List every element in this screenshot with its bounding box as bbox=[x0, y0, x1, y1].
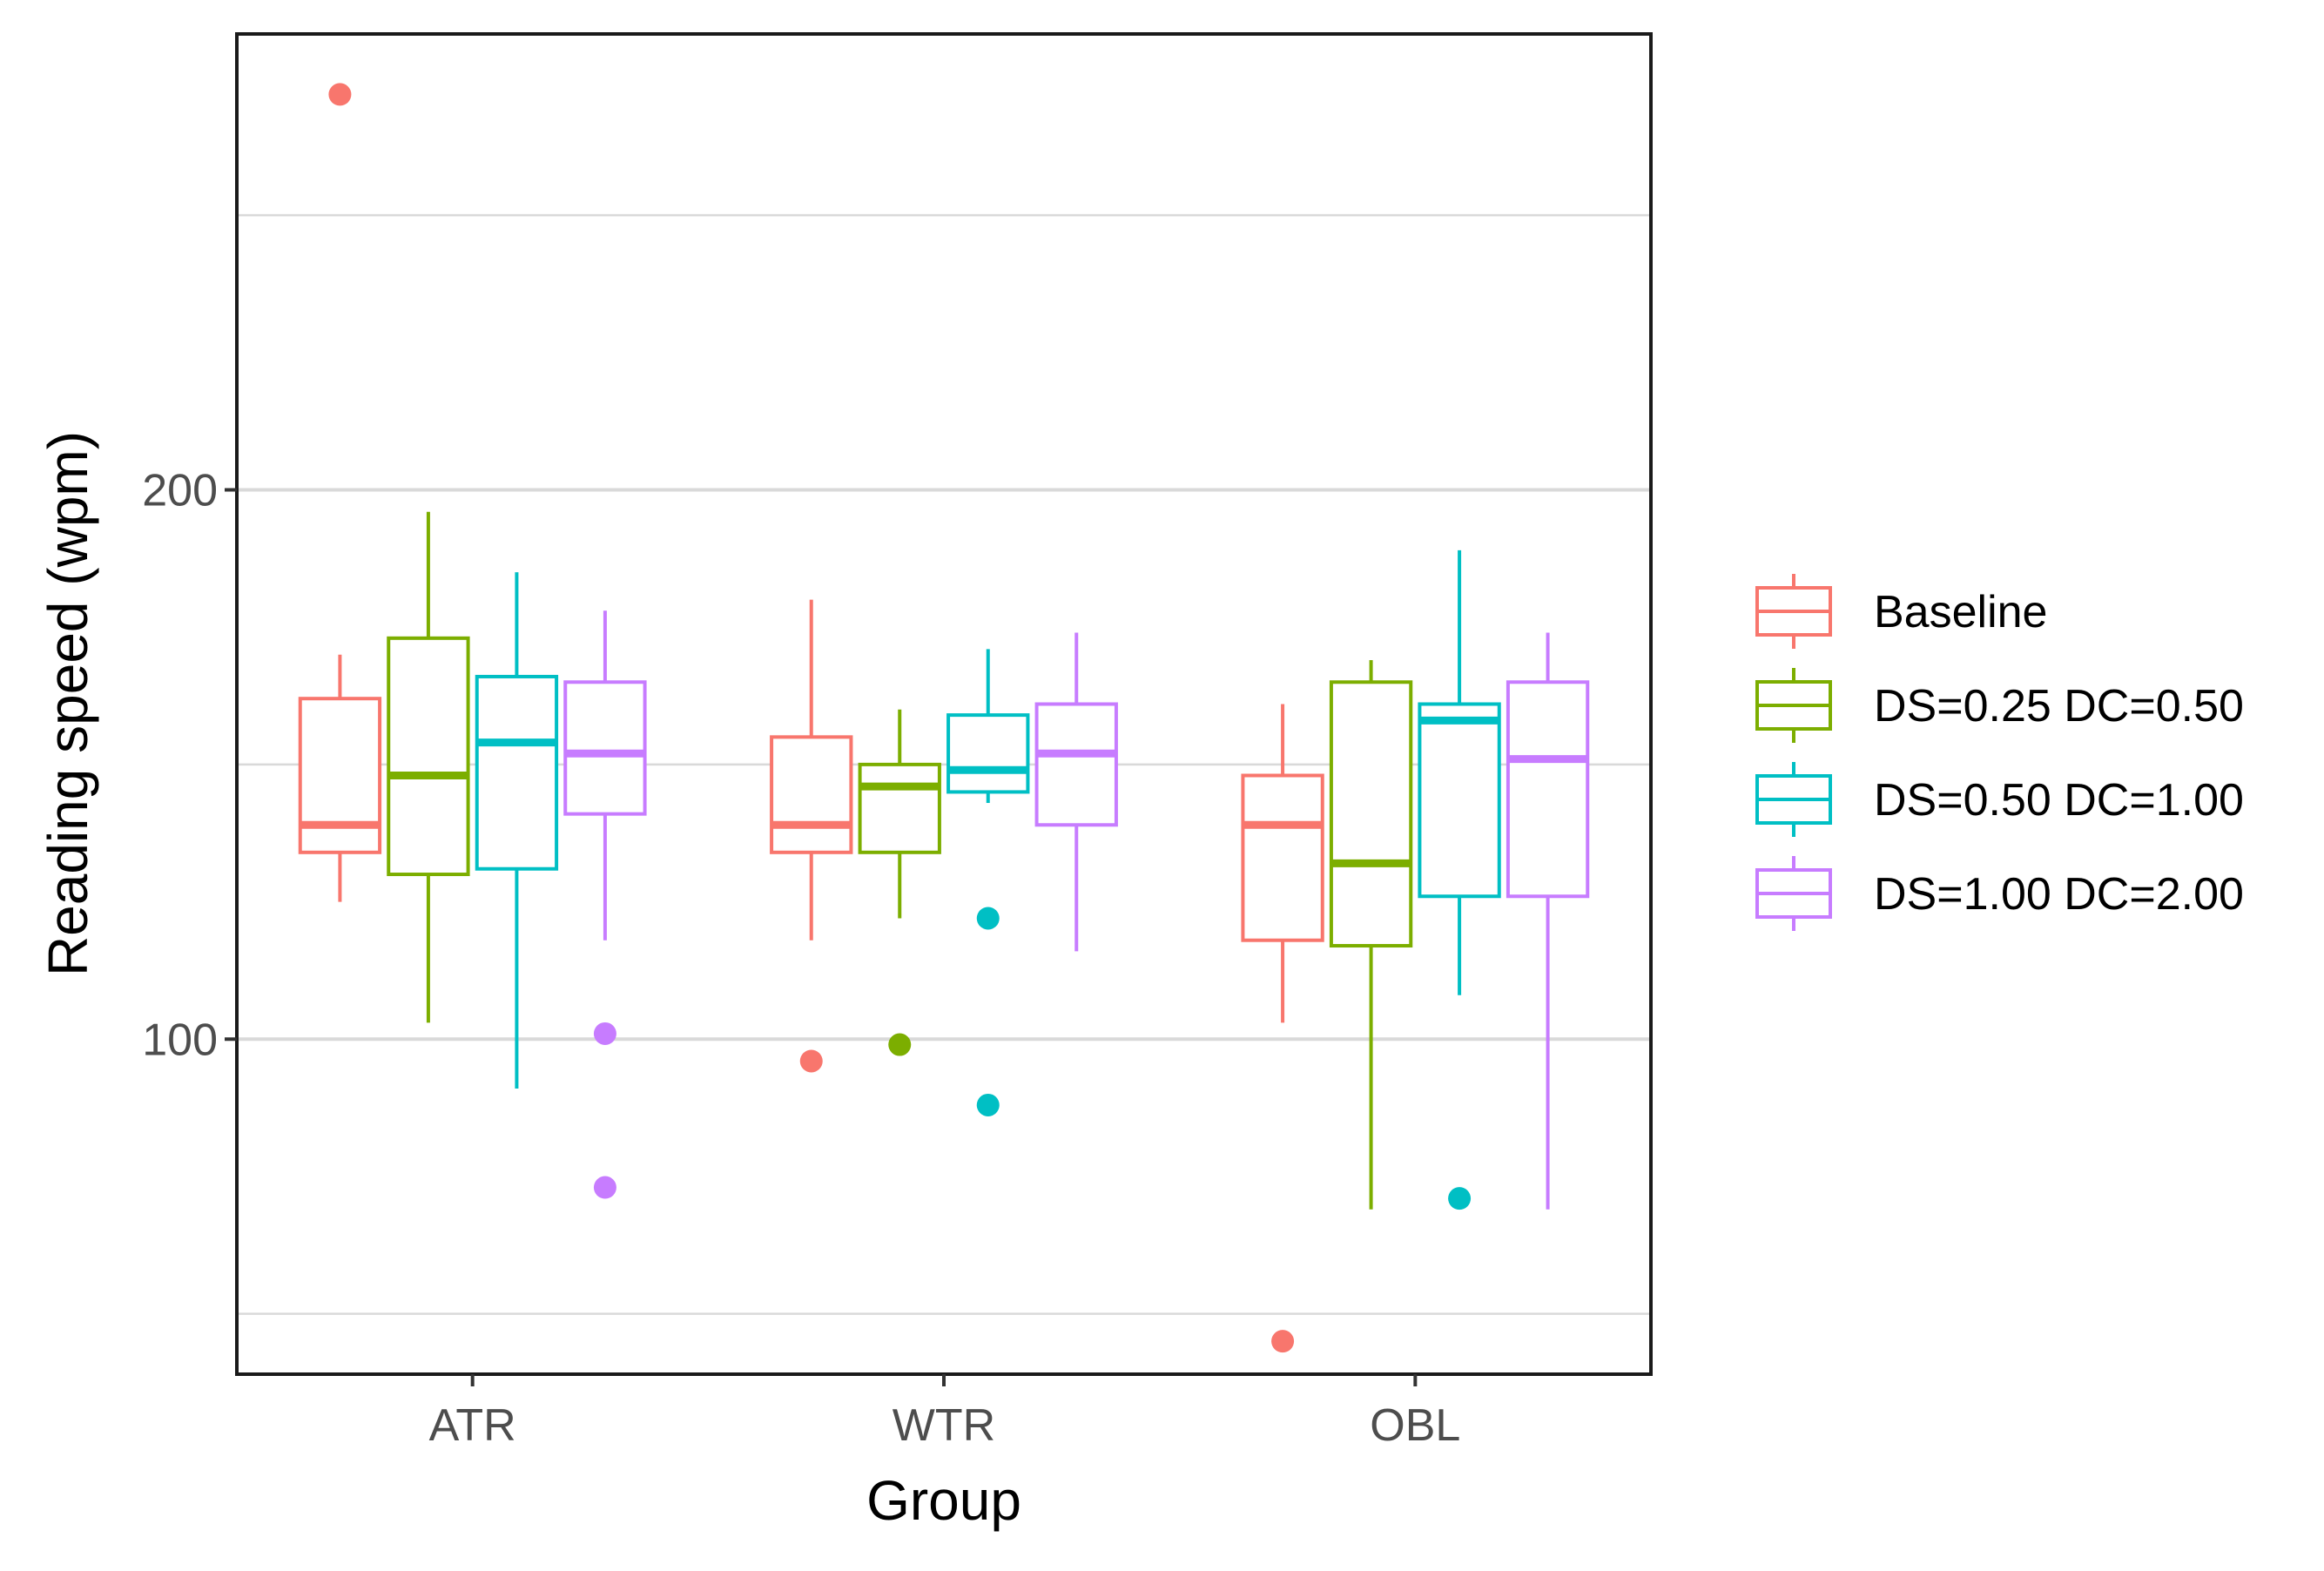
gridlines bbox=[237, 213, 1651, 1315]
box-body bbox=[858, 762, 941, 854]
legend-label-2: DS=0.25 DC=0.50 bbox=[1874, 681, 2244, 732]
legend-item-4: DS=1.00 DC=2.00 bbox=[1755, 856, 2244, 931]
axes: 100 200 ATR WTR OBL bbox=[142, 466, 1460, 1451]
box-atr-series-4 bbox=[563, 610, 647, 1199]
box-wtr-series-4 bbox=[1034, 632, 1118, 952]
outlier-point bbox=[328, 83, 352, 106]
x-tick-label-wtr: WTR bbox=[893, 1400, 995, 1451]
legend-label-4: DS=1.00 DC=2.00 bbox=[1874, 869, 2244, 920]
box-body bbox=[475, 674, 559, 871]
outlier-point bbox=[1448, 1187, 1472, 1210]
outlier-point bbox=[799, 1049, 823, 1073]
outlier-point bbox=[1271, 1330, 1295, 1353]
legend-item-2: DS=0.25 DC=0.50 bbox=[1755, 668, 2244, 743]
x-axis-title: Group bbox=[866, 1469, 1021, 1532]
series-4 bbox=[563, 610, 1590, 1210]
box-body bbox=[1034, 702, 1118, 827]
box-body bbox=[1418, 702, 1501, 899]
outlier-point bbox=[888, 1033, 912, 1056]
series-3 bbox=[475, 550, 1501, 1210]
box-body bbox=[563, 680, 647, 816]
box-atr-series-2 bbox=[387, 511, 470, 1023]
box-body bbox=[946, 713, 1030, 794]
y-tick-label-100: 100 bbox=[142, 1015, 218, 1065]
legend-label-3: DS=0.50 DC=1.00 bbox=[1874, 775, 2244, 826]
y-axis-title: Reading speed (wpm) bbox=[37, 431, 99, 976]
outlier-point bbox=[976, 1093, 1000, 1116]
box-atr-series-1 bbox=[298, 83, 382, 902]
legend-label-1: Baseline bbox=[1874, 587, 2047, 637]
box-wtr-series-3 bbox=[946, 649, 1030, 1116]
box-obl-series-1 bbox=[1241, 704, 1324, 1353]
box-body bbox=[1241, 773, 1324, 942]
box-body bbox=[387, 636, 470, 877]
box-obl-series-3 bbox=[1418, 550, 1501, 1210]
box-body bbox=[770, 735, 853, 854]
box-obl-series-2 bbox=[1329, 660, 1413, 1210]
series-1 bbox=[298, 83, 1324, 1353]
x-tick-label-atr: ATR bbox=[429, 1400, 516, 1451]
legend-item-1: Baseline bbox=[1755, 574, 2047, 649]
legend-item-3: DS=0.50 DC=1.00 bbox=[1755, 762, 2244, 837]
box-wtr-series-2 bbox=[858, 709, 941, 1056]
y-tick-label-200: 200 bbox=[142, 466, 218, 516]
box-obl-series-4 bbox=[1506, 632, 1590, 1210]
boxplot-series bbox=[298, 83, 1590, 1353]
series-2 bbox=[387, 511, 1413, 1210]
box-body bbox=[1329, 680, 1413, 948]
outlier-point bbox=[593, 1176, 616, 1199]
box-wtr-series-1 bbox=[770, 599, 853, 1073]
outlier-point bbox=[593, 1021, 616, 1045]
outlier-point bbox=[976, 907, 1000, 930]
x-tick-label-obl: OBL bbox=[1370, 1400, 1460, 1451]
box-body bbox=[1506, 680, 1590, 899]
box-body bbox=[298, 697, 382, 854]
legend: Baseline DS=0.25 DC=0.50 DS=0.50 DC=1.00 DS… bbox=[1755, 574, 2244, 931]
box-atr-series-3 bbox=[475, 572, 559, 1089]
